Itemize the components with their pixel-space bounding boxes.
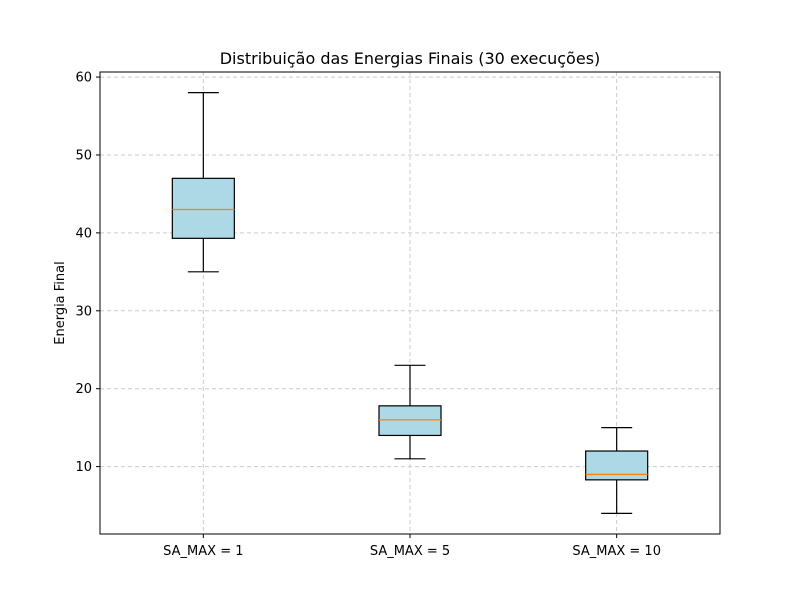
y-tick-label: 50 (75, 148, 92, 163)
box-iqr (171, 177, 235, 239)
y-tick-label: 40 (75, 226, 92, 241)
chart-title: Distribuição das Energias Finais (30 exe… (220, 49, 601, 68)
box-layer (171, 92, 649, 514)
box-group (171, 92, 235, 273)
x-tick-label: SA_MAX = 5 (370, 544, 450, 559)
box-group (585, 427, 649, 514)
y-tick-label: 20 (75, 382, 92, 397)
box-iqr (585, 450, 649, 481)
y-axis-label: Energia Final (53, 261, 68, 345)
box-group (378, 364, 442, 460)
x-tick-label: SA_MAX = 10 (572, 544, 661, 559)
box-iqr (378, 405, 442, 437)
y-tick-label: 60 (75, 71, 92, 86)
x-tick-label: SA_MAX = 1 (163, 544, 243, 559)
tick-layer: 10 20 30 40 50 60 SA_MAX = 1 SA_MAX = 5 SA_MAX =… (75, 71, 661, 559)
y-tick-label: 10 (75, 460, 92, 475)
y-tick-label: 30 (75, 304, 92, 319)
